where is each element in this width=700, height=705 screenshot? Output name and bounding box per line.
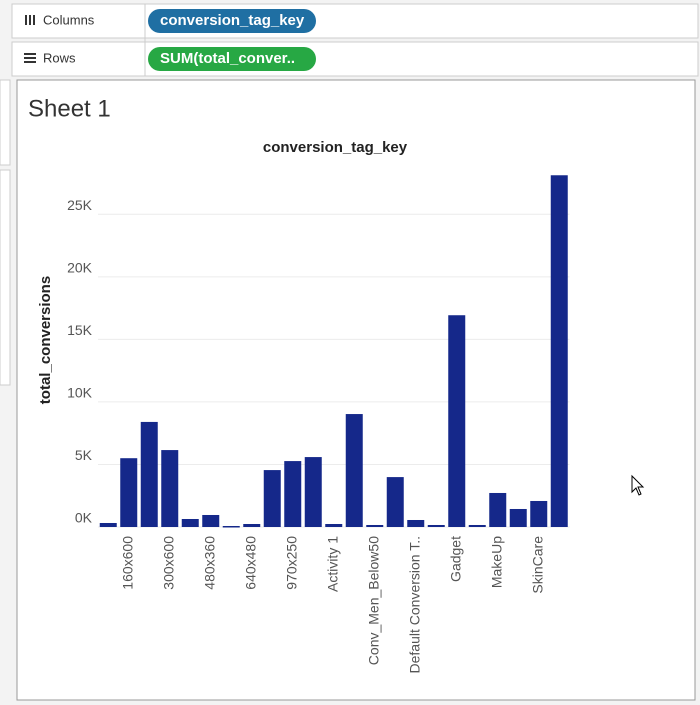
- bar: [181, 518, 199, 527]
- columns-pill[interactable]: [148, 9, 316, 33]
- rows-shelf: [11, 41, 699, 77]
- bar: [99, 522, 117, 527]
- rows-pill-text[interactable]: SUM(total_conver..: [160, 50, 295, 67]
- x-tick-label: Default Conversion T..: [406, 536, 422, 673]
- side-panel: [0, 79, 11, 166]
- bar: [222, 525, 240, 528]
- bar: [530, 500, 548, 527]
- y-tick-label: 5K: [75, 447, 93, 463]
- y-tick-label: 15K: [67, 322, 93, 338]
- x-tick-label: 640x480: [242, 536, 258, 590]
- bar: [509, 508, 527, 527]
- chart-title: conversion_tag_key: [263, 139, 408, 156]
- bar: [407, 519, 425, 527]
- rows-label: Rows: [43, 50, 76, 65]
- bar: [161, 450, 179, 527]
- sheet-title: Sheet 1: [28, 95, 111, 122]
- bar: [427, 524, 445, 527]
- rows-pill[interactable]: [148, 47, 316, 71]
- columns-shelf: [11, 3, 699, 39]
- bar: [366, 524, 384, 527]
- x-tick-label: 970x250: [283, 536, 299, 590]
- bar: [140, 421, 158, 527]
- rows-icon: [24, 53, 36, 63]
- bar: [550, 175, 568, 527]
- x-tick-label: SkinCare: [529, 536, 545, 594]
- bar: [325, 523, 343, 527]
- bar: [202, 514, 220, 527]
- side-panel: [0, 169, 11, 386]
- y-tick-label: 20K: [67, 260, 93, 276]
- bar: [284, 461, 302, 527]
- x-tick-label: Conv_Men_Below50: [365, 536, 381, 665]
- bar: [489, 492, 507, 527]
- bar: [243, 523, 261, 527]
- columns-label: Columns: [43, 12, 95, 27]
- y-tick-label: 25K: [67, 197, 93, 213]
- y-axis-label: total_conversions: [37, 276, 54, 404]
- mouse-cursor: [631, 474, 645, 496]
- bar: [386, 477, 404, 527]
- bar: [345, 414, 363, 527]
- x-tick-label: 300x600: [160, 536, 176, 590]
- bar: [263, 470, 281, 527]
- bar: [468, 524, 486, 527]
- y-tick-label: 0K: [75, 510, 93, 526]
- bar: [448, 315, 466, 527]
- bar: [304, 457, 322, 527]
- columns-icon: [25, 15, 35, 25]
- columns-pill-text[interactable]: conversion_tag_key: [160, 12, 305, 29]
- x-tick-label: MakeUp: [488, 536, 504, 588]
- y-tick-label: 10K: [67, 385, 93, 401]
- bar: [120, 458, 138, 527]
- sheet-area: [16, 79, 696, 701]
- x-tick-label: Activity 1: [324, 536, 340, 592]
- x-tick-label: 160x600: [119, 536, 135, 590]
- x-tick-label: Gadget: [447, 536, 463, 582]
- x-tick-label: 480x360: [201, 536, 217, 590]
